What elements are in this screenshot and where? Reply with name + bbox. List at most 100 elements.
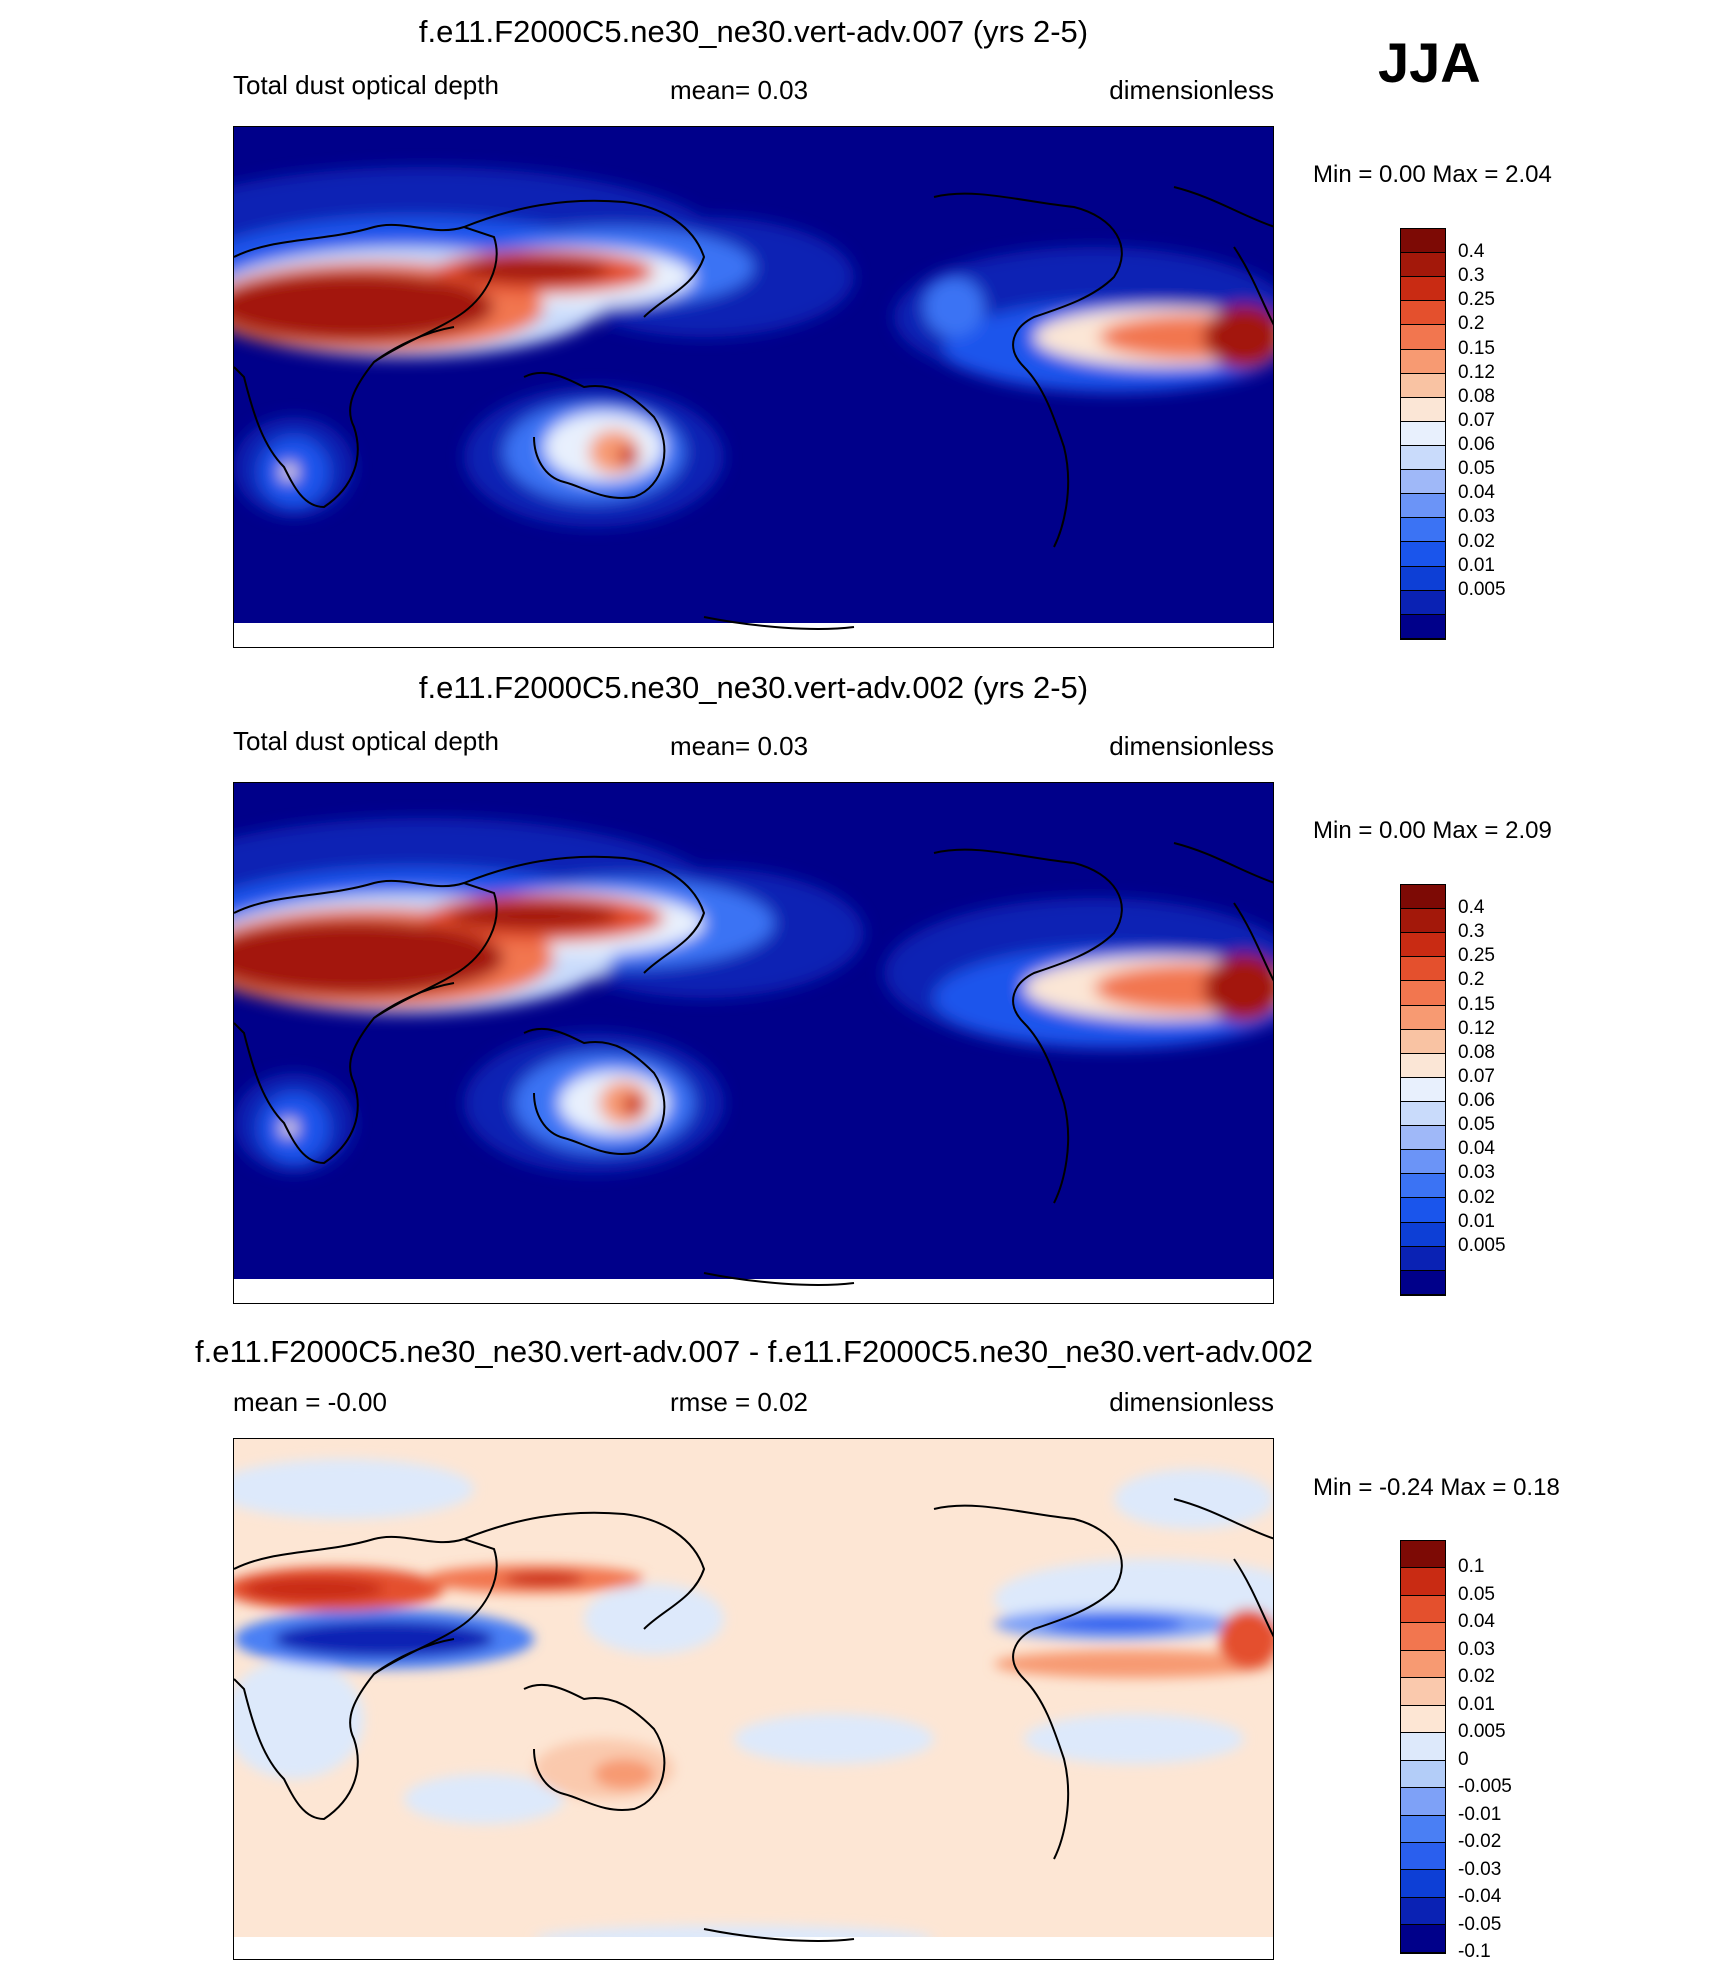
colorbar-tick-label: 0.01	[1458, 1693, 1495, 1715]
colorbar-swatch	[1401, 1705, 1445, 1734]
colorbar-tick-label: 0.08	[1458, 1041, 1495, 1063]
colorbar-tick-label: 0.005	[1458, 1721, 1506, 1743]
panel3-title: f.e11.F2000C5.ne30_ne30.vert-adv.007 - f…	[195, 1334, 1313, 1369]
colorbar-tick-label: 0.3	[1458, 921, 1485, 943]
colorbar-tick-label: -0.03	[1458, 1858, 1502, 1880]
colorbar-tick-label: 0.02	[1458, 530, 1495, 552]
colorbar-tick-label: 0.04	[1458, 1138, 1495, 1160]
colorbar-swatch	[1401, 277, 1445, 302]
colorbar-swatch	[1401, 590, 1445, 615]
colorbar-swatch	[1401, 1270, 1445, 1295]
colorbar-swatch	[1401, 933, 1445, 958]
colorbar-tick-label: 0.08	[1458, 385, 1495, 407]
colorbar-tick-label: 0.12	[1458, 361, 1495, 383]
panel2-colorbar-segments	[1401, 885, 1445, 1295]
colorbar-swatch	[1401, 957, 1445, 982]
colorbar-tick-label: -0.05	[1458, 1913, 1502, 1935]
colorbar-swatch	[1401, 1733, 1445, 1761]
colorbar-tick-label: 0.01	[1458, 554, 1495, 576]
panel2-units-label: dimensionless	[1109, 731, 1274, 761]
colorbar-tick-label: 0.03	[1458, 1162, 1495, 1184]
colorbar-tick-label: 0.04	[1458, 1611, 1495, 1633]
colorbar-swatch	[1401, 1842, 1445, 1871]
colorbar-swatch	[1401, 1174, 1445, 1199]
colorbar-swatch	[1401, 373, 1445, 398]
panel1-mean-label: mean= 0.03	[670, 75, 809, 105]
panel2-map	[233, 782, 1274, 1304]
colorbar-swatch	[1401, 1815, 1445, 1843]
colorbar-tick-label: 0.02	[1458, 1666, 1495, 1688]
colorbar-tick-label: 0.06	[1458, 1090, 1495, 1112]
colorbar-tick-label: 0	[1458, 1748, 1469, 1770]
colorbar-tick-label: -0.1	[1458, 1941, 1491, 1962]
colorbar-tick-label: 0.05	[1458, 1114, 1495, 1136]
panel1-units-label: dimensionless	[1109, 75, 1274, 105]
colorbar-tick-label: 0.15	[1458, 337, 1495, 359]
colorbar-swatch	[1401, 1198, 1445, 1223]
colorbar-tick-label: 0.07	[1458, 1065, 1495, 1087]
colorbar-swatch	[1401, 1678, 1445, 1706]
colorbar-tick-label: 0.05	[1458, 458, 1495, 480]
colorbar-swatch	[1401, 301, 1445, 326]
colorbar-swatch	[1401, 470, 1445, 495]
panel1-variable-label: Total dust optical depth	[233, 70, 499, 100]
colorbar-swatch	[1401, 229, 1445, 254]
colorbar-tick-label: 0.1	[1458, 1556, 1485, 1578]
colorbar-swatch	[1401, 1650, 1445, 1679]
colorbar-swatch	[1401, 1246, 1445, 1271]
colorbar-swatch	[1401, 1222, 1445, 1247]
panel2-minmax: Min = 0.00 Max = 2.09	[1313, 817, 1552, 844]
colorbar-swatch	[1401, 1760, 1445, 1789]
panel1-colorbar	[1400, 228, 1446, 640]
colorbar-tick-label: 0.15	[1458, 993, 1495, 1015]
panel3-map	[233, 1438, 1274, 1960]
colorbar-swatch	[1401, 445, 1445, 471]
colorbar-tick-label: 0.02	[1458, 1186, 1495, 1208]
colorbar-swatch	[1401, 1897, 1445, 1926]
panel2-title: f.e11.F2000C5.ne30_ne30.vert-adv.002 (yr…	[418, 670, 1089, 705]
colorbar-swatch	[1401, 421, 1445, 446]
colorbar-swatch	[1401, 1925, 1445, 1953]
panel1-map	[233, 126, 1274, 648]
panel1-minmax: Min = 0.00 Max = 2.04	[1313, 161, 1552, 188]
colorbar-swatch	[1401, 1126, 1445, 1151]
colorbar-tick-label: 0.005	[1458, 1234, 1506, 1256]
colorbar-tick-label: 0.25	[1458, 289, 1495, 311]
colorbar-tick-label: 0.3	[1458, 265, 1485, 287]
panel2-mean-label: mean= 0.03	[670, 731, 809, 761]
colorbar-tick-label: 0.25	[1458, 945, 1495, 967]
colorbar-tick-label: 0.01	[1458, 1210, 1495, 1232]
colorbar-swatch	[1401, 1053, 1445, 1078]
colorbar-swatch	[1401, 909, 1445, 934]
panel3-colorbar-segments	[1401, 1541, 1445, 1953]
colorbar-swatch	[1401, 981, 1445, 1006]
panel1-colorbar-segments	[1401, 229, 1445, 639]
colorbar-swatch	[1401, 1077, 1445, 1102]
colorbar-swatch	[1401, 542, 1445, 567]
panel2-variable-label: Total dust optical depth	[233, 726, 499, 756]
colorbar-swatch	[1401, 1029, 1445, 1054]
colorbar-tick-label: -0.01	[1458, 1803, 1502, 1825]
colorbar-swatch	[1401, 325, 1445, 350]
panel3-units-label: dimensionless	[1109, 1387, 1274, 1417]
colorbar-tick-label: 0.07	[1458, 409, 1495, 431]
colorbar-swatch	[1401, 1101, 1445, 1127]
colorbar-swatch	[1401, 349, 1445, 374]
colorbar-tick-label: 0.05	[1458, 1583, 1495, 1605]
colorbar-swatch	[1401, 1150, 1445, 1175]
colorbar-tick-label: 0.06	[1458, 434, 1495, 456]
colorbar-swatch	[1401, 518, 1445, 543]
colorbar-swatch	[1401, 1870, 1445, 1898]
colorbar-swatch	[1401, 1595, 1445, 1624]
colorbar-tick-label: 0.2	[1458, 313, 1485, 335]
colorbar-tick-label: 0.12	[1458, 1017, 1495, 1039]
colorbar-tick-label: 0.03	[1458, 506, 1495, 528]
colorbar-tick-label: -0.005	[1458, 1776, 1512, 1798]
colorbar-swatch	[1401, 614, 1445, 639]
panel2-colorbar	[1400, 884, 1446, 1296]
colorbar-swatch	[1401, 566, 1445, 591]
colorbar-swatch	[1401, 1541, 1445, 1569]
colorbar-swatch	[1401, 494, 1445, 519]
colorbar-tick-label: 0.03	[1458, 1638, 1495, 1660]
colorbar-tick-label: 0.005	[1458, 578, 1506, 600]
